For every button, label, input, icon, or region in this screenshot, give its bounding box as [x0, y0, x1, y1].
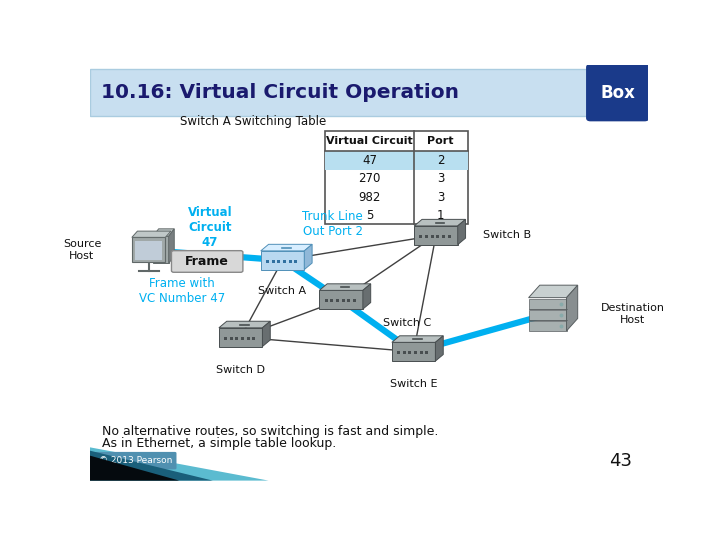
Bar — [230, 336, 233, 340]
Bar — [253, 336, 256, 340]
Polygon shape — [153, 229, 174, 237]
Polygon shape — [392, 342, 436, 361]
Text: Frame with
VC Number 47: Frame with VC Number 47 — [139, 278, 225, 306]
Bar — [347, 299, 350, 302]
Bar — [277, 260, 280, 262]
Polygon shape — [261, 251, 305, 269]
Polygon shape — [305, 244, 312, 269]
Text: Virtual
Circuit
47: Virtual Circuit 47 — [188, 206, 233, 249]
Polygon shape — [219, 321, 270, 328]
Polygon shape — [262, 321, 270, 347]
Text: 982: 982 — [359, 191, 381, 204]
Bar — [414, 351, 417, 354]
Bar — [408, 351, 411, 354]
FancyBboxPatch shape — [171, 251, 243, 272]
Bar — [402, 351, 406, 354]
Bar — [528, 321, 567, 331]
Bar — [442, 235, 445, 238]
Text: No alternative routes, so switching is fast and simple.: No alternative routes, so switching is f… — [102, 425, 438, 438]
Polygon shape — [458, 219, 466, 245]
Bar — [271, 260, 274, 262]
Text: Virtual Circuit: Virtual Circuit — [326, 136, 413, 146]
Text: 1: 1 — [437, 209, 444, 222]
Polygon shape — [436, 336, 444, 361]
FancyBboxPatch shape — [586, 64, 649, 122]
Text: Switch B: Switch B — [483, 230, 531, 240]
Bar — [425, 235, 428, 238]
Bar — [325, 151, 468, 170]
Text: Source
Host: Source Host — [63, 239, 101, 261]
Bar — [135, 241, 162, 260]
Text: 3: 3 — [437, 172, 444, 185]
Bar — [341, 299, 345, 302]
Text: © 2013 Pearson: © 2013 Pearson — [99, 456, 173, 465]
Bar — [528, 310, 567, 320]
Text: 5: 5 — [366, 209, 373, 222]
Bar — [528, 299, 567, 309]
Bar — [426, 351, 428, 354]
FancyBboxPatch shape — [95, 452, 176, 469]
Polygon shape — [363, 284, 371, 309]
Bar — [247, 336, 250, 340]
Bar — [283, 260, 286, 262]
Polygon shape — [90, 447, 269, 481]
Bar — [397, 351, 400, 354]
Polygon shape — [414, 226, 458, 245]
Text: 47: 47 — [362, 154, 377, 167]
Bar — [336, 299, 339, 302]
FancyBboxPatch shape — [153, 237, 168, 264]
Text: 2: 2 — [437, 154, 444, 167]
Text: Switch D: Switch D — [216, 364, 265, 375]
Text: 270: 270 — [359, 172, 381, 185]
Polygon shape — [414, 219, 466, 226]
Bar — [420, 235, 423, 238]
Bar — [420, 351, 423, 354]
Polygon shape — [320, 291, 363, 309]
Text: Switch E: Switch E — [390, 379, 437, 389]
Bar — [353, 299, 356, 302]
Polygon shape — [392, 336, 444, 342]
Polygon shape — [261, 244, 312, 251]
Text: 43: 43 — [609, 451, 632, 470]
Text: 3: 3 — [437, 191, 444, 204]
Polygon shape — [90, 456, 179, 481]
Text: Destination
Host: Destination Host — [600, 303, 665, 325]
Bar — [289, 260, 292, 262]
Text: Box: Box — [600, 84, 635, 102]
Text: Switch A: Switch A — [258, 286, 307, 296]
Polygon shape — [567, 285, 577, 331]
Bar — [241, 336, 244, 340]
Bar — [448, 235, 451, 238]
Text: Switch C: Switch C — [383, 318, 431, 328]
Bar — [436, 235, 439, 238]
Text: Frame: Frame — [185, 255, 229, 268]
Polygon shape — [132, 231, 171, 238]
Bar — [266, 260, 269, 262]
Polygon shape — [90, 451, 213, 481]
Text: Trunk Line
Out Port 2: Trunk Line Out Port 2 — [302, 210, 363, 238]
Bar — [325, 299, 328, 302]
Text: As in Ethernet, a simple table lookup.: As in Ethernet, a simple table lookup. — [102, 437, 336, 450]
Bar — [325, 131, 468, 225]
Polygon shape — [168, 229, 174, 264]
Polygon shape — [528, 285, 577, 298]
Text: Port: Port — [428, 136, 454, 146]
Polygon shape — [219, 328, 262, 347]
FancyBboxPatch shape — [132, 238, 166, 262]
Bar — [235, 336, 238, 340]
Bar — [431, 235, 433, 238]
Text: Switch A Switching Table: Switch A Switching Table — [181, 115, 327, 128]
Text: 10.16: Virtual Circuit Operation: 10.16: Virtual Circuit Operation — [101, 83, 459, 102]
Bar — [294, 260, 297, 262]
Bar — [330, 299, 333, 302]
FancyBboxPatch shape — [90, 69, 590, 116]
Bar — [224, 336, 228, 340]
Polygon shape — [320, 284, 371, 291]
